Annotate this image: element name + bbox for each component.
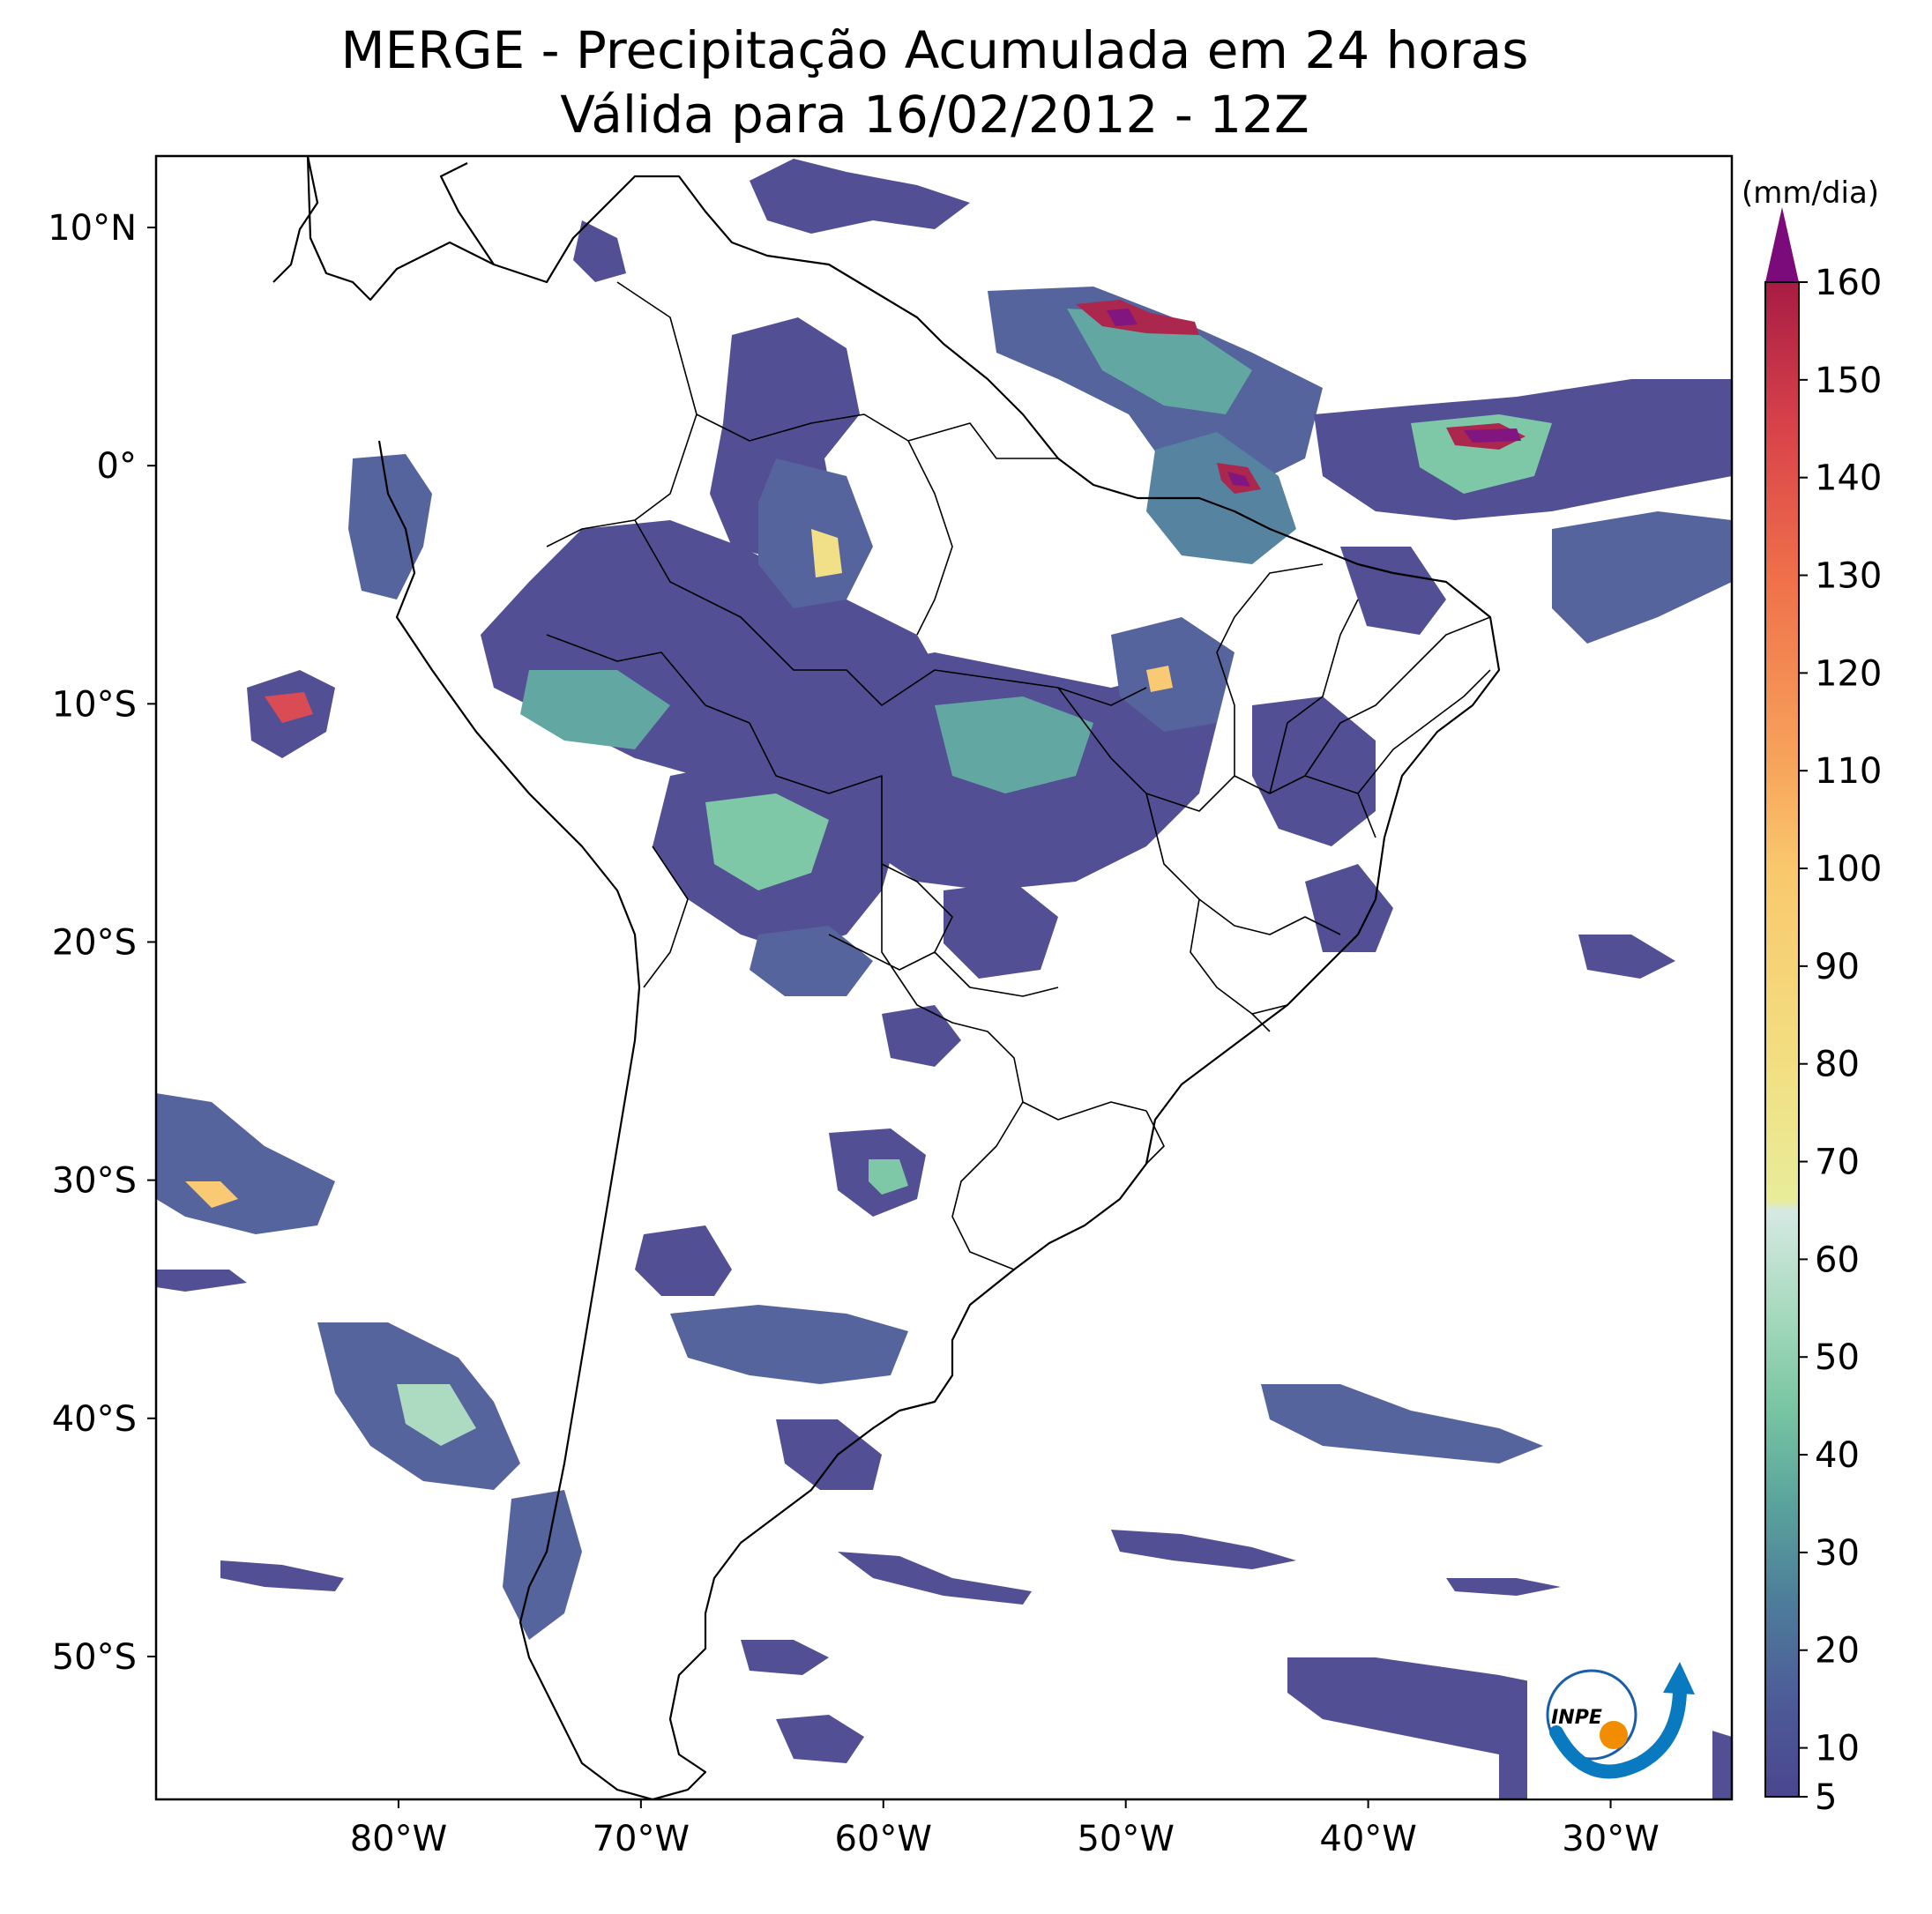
y-tick-label: 20°S [52, 922, 137, 963]
precip-region-atlantic-band-2 [1111, 1530, 1296, 1569]
precip-region-pacific-equatorial-max [265, 692, 313, 723]
x-tick-label: 70°W [593, 1819, 690, 1859]
y-axis-ticks: 10°N 0° 10°S 20°S 30°S 40°S 50°S [48, 208, 156, 1678]
colorbar-tick-label: 70 [1815, 1143, 1860, 1183]
precip-region-guiana-peak [1107, 309, 1138, 326]
pacific-coastline [377, 440, 653, 1799]
colorbar-tick-label: 110 [1815, 751, 1882, 792]
precip-region-atlantic-southeast-ridge [1578, 935, 1675, 979]
central-america-coast [272, 156, 495, 283]
precip-region-pacific-south-core [397, 1384, 476, 1446]
logo-arrowhead-icon [1663, 1662, 1695, 1694]
precip-region-northeast [1252, 696, 1376, 846]
colorbar-tick-label: 140 [1815, 458, 1882, 499]
y-tick-label: 0° [97, 446, 137, 487]
colorbar-tick-label: 80 [1815, 1045, 1860, 1085]
precip-region-patagonia-south [741, 1640, 829, 1675]
x-tick-label: 80°W [350, 1819, 447, 1859]
colorbar-tick-label: 90 [1815, 947, 1860, 987]
x-tick-label: 50°W [1077, 1819, 1174, 1859]
map-title-line1: MERGE - Precipitação Acumulada em 24 hor… [341, 20, 1529, 80]
precip-region-pacific-north [348, 454, 432, 600]
precip-region-bolivia-core [705, 793, 829, 890]
colorbar-gradient [1764, 281, 1800, 1798]
precip-region-pacific-southwest [156, 1093, 335, 1234]
y-tick-label: 30°S [52, 1161, 137, 1202]
colorbar-tick-label: 100 [1815, 849, 1882, 890]
precip-region-atlantic-band-3 [838, 1552, 1032, 1605]
precip-region-guianas-core [1067, 309, 1252, 414]
precip-region-colombia-north [573, 220, 626, 282]
logo-dot-icon [1600, 1721, 1628, 1749]
precip-region-falklands [776, 1715, 864, 1763]
colorbar-ticks: 5 10 20 30 40 50 60 70 80 90 100 110 120 130 140 150 160 [1799, 263, 1882, 1818]
map-area: INPE [154, 154, 1734, 1801]
colorbar-extend-arrow [1765, 207, 1799, 282]
precip-region-maranhao [1111, 617, 1235, 732]
precip-region-itcz-peak [1464, 428, 1521, 443]
precip-region-pacific-band-2 [156, 1270, 247, 1292]
precip-region-piaui [1340, 547, 1446, 635]
colorbar-tick-label: 20 [1815, 1631, 1860, 1672]
precip-region-buenos-aires [670, 1305, 908, 1384]
precip-region-caribbean [750, 159, 970, 234]
precip-region-minas [944, 882, 1058, 979]
colorbar-tick-label: 120 [1815, 653, 1882, 694]
y-tick-label: 40°S [52, 1399, 137, 1440]
map-frame [154, 154, 1734, 1801]
colorbar: (mm/dia) 5 10 20 30 40 50 60 70 80 90 100 110 120 130… [1742, 175, 1882, 1818]
x-axis-ticks: 80°W 70°W 60°W 50°W 40°W 30°W [350, 1799, 1660, 1859]
colorbar-tick-label: 10 [1815, 1729, 1860, 1769]
logo-text: INPE [1551, 1707, 1602, 1729]
precip-region-maranhao-core [1146, 666, 1173, 692]
precip-region-amazon-central-core [811, 529, 842, 577]
x-tick-label: 40°W [1319, 1819, 1416, 1859]
precip-region-pampas [635, 1225, 732, 1296]
precip-region-pacific-southwest-core [185, 1181, 238, 1208]
precip-region-guiana-max [1076, 300, 1199, 335]
colorbar-tick-label: 150 [1815, 361, 1882, 401]
precip-region-atlantic-band-4 [1446, 1578, 1561, 1596]
colorbar-tick-label: 30 [1815, 1533, 1860, 1574]
y-tick-label: 10°N [48, 208, 137, 249]
precip-region-argentina-north-core [869, 1159, 908, 1195]
precip-region-patagonia-north [776, 1419, 882, 1490]
colorbar-tick-label: 5 [1815, 1777, 1837, 1818]
country-borders [546, 281, 1491, 1270]
precip-region-chaco [750, 926, 873, 996]
south-america-coastline [306, 156, 1501, 1799]
precip-region-atlantic-east [1552, 511, 1732, 644]
precip-region-central-brazil-core [935, 696, 1093, 793]
x-tick-label: 60°W [835, 1819, 932, 1859]
precip-region-atlantic-band-1 [1261, 1384, 1543, 1463]
precip-region-amapa [1146, 432, 1296, 564]
precip-region-amapa-peak [1227, 472, 1250, 487]
inpe-logo: INPE [1527, 1644, 1712, 1799]
colorbar-tick-label: 40 [1815, 1435, 1860, 1476]
x-tick-label: 30°W [1562, 1819, 1659, 1859]
colorbar-tick-label: 50 [1815, 1337, 1860, 1378]
precip-region-amazon-west-core [520, 670, 670, 749]
precip-region-bahia [1305, 864, 1393, 952]
y-tick-label: 50°S [52, 1637, 137, 1678]
precip-region-pacific-band-1 [220, 1560, 344, 1591]
precip-region-parana [882, 1005, 961, 1067]
colorbar-tick-label: 130 [1815, 556, 1882, 597]
precipitation-fields [156, 159, 1732, 1799]
logo-ring-icon [1546, 1669, 1637, 1761]
precip-region-southern-chile [503, 1490, 582, 1640]
colorbar-unit-label: (mm/dia) [1742, 175, 1879, 211]
logo-arrow-icon [1549, 1681, 1687, 1779]
y-tick-label: 10°S [52, 684, 137, 725]
colorbar-tick-label: 60 [1815, 1240, 1860, 1280]
colorbar-tick-label: 160 [1815, 263, 1882, 303]
map-title-line2: Válida para 16/02/2012 - 12Z [560, 85, 1309, 145]
